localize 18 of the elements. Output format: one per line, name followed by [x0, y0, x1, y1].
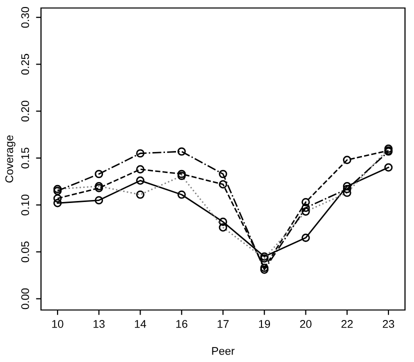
x-tick-label: 23 [382, 320, 394, 328]
x-tick-label: 19 [259, 320, 270, 328]
y-tick-label: 0.25 [21, 54, 30, 75]
y-tick-label: 0.20 [21, 100, 30, 122]
y-tick-label: 0.05 [21, 242, 30, 262]
x-tick-label: 22 [341, 320, 353, 328]
y-axis-title: Coverage [5, 135, 16, 183]
y-tick-label: 0.00 [21, 288, 30, 310]
x-tick-label: 17 [218, 320, 229, 328]
x-tick-label: 14 [134, 320, 146, 328]
x-tick-label: 20 [300, 320, 312, 328]
x-tick-label: 10 [52, 320, 64, 328]
x-axis-title: Peer [212, 347, 235, 355]
x-tick-label: 13 [94, 320, 105, 328]
y-tick-label: 0.30 [21, 7, 30, 28]
x-tick-label: 16 [176, 320, 188, 328]
y-tick-label: 0.15 [21, 148, 30, 168]
y-tick-label: 0.10 [21, 194, 30, 216]
